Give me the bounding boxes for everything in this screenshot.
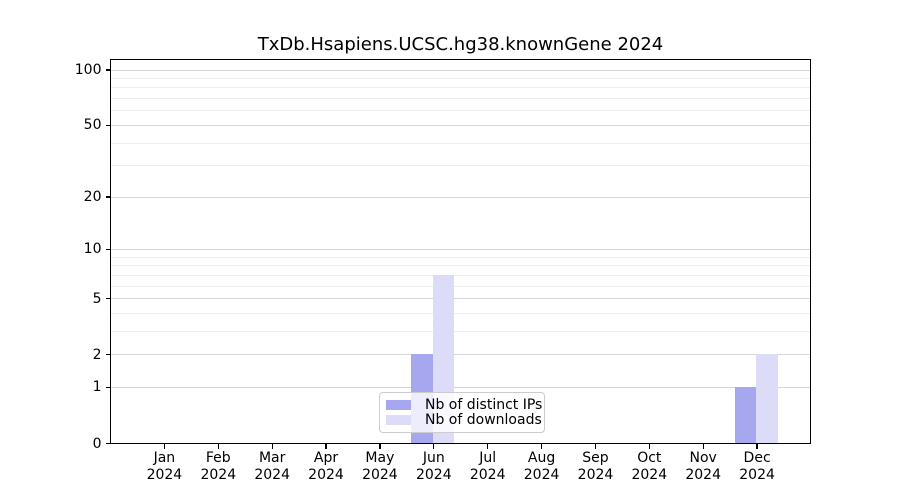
x-axis-month: Jan bbox=[153, 449, 176, 466]
x-axis-year: 2024 bbox=[415, 466, 452, 483]
x-axis-tick bbox=[756, 443, 758, 449]
x-axis-tick-label: Apr 2024 bbox=[294, 450, 358, 484]
gridline-major bbox=[111, 354, 810, 356]
legend-swatch-downloads bbox=[386, 415, 411, 425]
x-axis-year: 2024 bbox=[308, 466, 344, 483]
gridline-minor bbox=[111, 330, 810, 332]
legend-row: Nb of downloads bbox=[386, 413, 542, 427]
x-axis-month: Feb bbox=[205, 449, 231, 466]
gridline-major bbox=[111, 69, 810, 71]
x-axis-month: Nov bbox=[689, 449, 717, 466]
x-axis-year: 2024 bbox=[577, 466, 614, 483]
x-axis-tick-label: Feb 2024 bbox=[186, 450, 250, 484]
plot-area bbox=[110, 59, 811, 444]
x-axis-tick bbox=[594, 443, 597, 449]
legend-swatch-distinct-ips bbox=[386, 400, 411, 410]
x-axis-tick-label: Nov 2024 bbox=[671, 450, 735, 484]
y-axis-tick-label: 5 bbox=[92, 290, 102, 307]
x-axis-tick-label: Oct 2024 bbox=[617, 450, 681, 484]
y-axis-tick-label: 100 bbox=[74, 62, 102, 78]
x-axis-month: Sep bbox=[582, 449, 609, 466]
gridline-minor bbox=[111, 312, 810, 314]
x-axis-year: 2024 bbox=[739, 466, 775, 483]
legend-row: Nb of distinct IPs bbox=[386, 398, 542, 412]
gridline-major bbox=[111, 124, 810, 126]
y-axis-tick-label: 1 bbox=[92, 379, 102, 396]
gridline-minor bbox=[111, 165, 810, 167]
y-axis-tick bbox=[105, 353, 111, 356]
x-axis-month: Jun bbox=[422, 449, 445, 466]
gridline-major bbox=[111, 386, 810, 388]
x-axis-tick bbox=[540, 443, 543, 449]
x-axis-tick-label: Dec 2024 bbox=[725, 450, 789, 484]
gridline-major bbox=[111, 248, 810, 250]
y-axis-tick-label: 2 bbox=[92, 346, 102, 363]
gridline-minor bbox=[111, 87, 810, 89]
bar-distinct-ips bbox=[734, 386, 757, 443]
x-axis-year: 2024 bbox=[362, 466, 398, 483]
gridline-minor bbox=[111, 77, 810, 79]
gridline-minor bbox=[111, 98, 810, 99]
chart-title: TxDb.Hsapiens.UCSC.hg38.knownGene 2024 bbox=[257, 34, 664, 55]
y-axis-tick-label: 50 bbox=[83, 117, 102, 134]
x-axis-tick bbox=[379, 443, 381, 449]
x-axis-tick bbox=[325, 443, 327, 449]
y-axis-tick bbox=[105, 196, 111, 198]
gridline-minor bbox=[111, 285, 810, 287]
x-axis-year: 2024 bbox=[685, 466, 721, 483]
gridline-minor bbox=[111, 274, 810, 276]
gridline-minor bbox=[111, 256, 810, 258]
x-axis-tick-label: Jun 2024 bbox=[402, 450, 466, 484]
x-axis-year: 2024 bbox=[200, 466, 237, 483]
x-axis-tick-label: Sep 2024 bbox=[564, 450, 628, 484]
x-axis-tick bbox=[163, 443, 166, 449]
y-axis-tick-label: 10 bbox=[83, 241, 102, 258]
x-axis-month: Dec bbox=[743, 449, 771, 466]
x-axis-month: Apr bbox=[313, 449, 339, 466]
y-axis-tick bbox=[105, 124, 111, 126]
x-axis-tick bbox=[487, 443, 489, 449]
x-axis-year: 2024 bbox=[631, 466, 668, 483]
y-axis-tick-label: 0 bbox=[92, 435, 102, 452]
x-axis-tick-label: Mar 2024 bbox=[240, 450, 304, 484]
x-axis-month: Oct bbox=[637, 449, 662, 466]
y-axis-tick bbox=[105, 69, 111, 71]
x-axis-tick bbox=[702, 443, 704, 449]
gridline-minor bbox=[111, 110, 810, 112]
x-axis-month: Jul bbox=[479, 449, 497, 466]
x-axis-tick bbox=[217, 443, 219, 449]
gridline-minor bbox=[111, 265, 810, 267]
x-axis-tick-label: Jan 2024 bbox=[132, 450, 196, 484]
x-axis-tick bbox=[271, 443, 273, 449]
x-axis-month: May bbox=[365, 449, 395, 466]
y-axis-tick bbox=[105, 442, 111, 445]
x-axis-tick-label: May 2024 bbox=[348, 450, 412, 484]
legend-label: Nb of distinct IPs bbox=[425, 397, 543, 413]
x-axis-tick bbox=[433, 443, 435, 449]
x-axis-month: Mar bbox=[258, 449, 286, 466]
legend-label: Nb of downloads bbox=[425, 412, 542, 428]
y-axis-tick bbox=[105, 248, 111, 251]
x-axis-year: 2024 bbox=[469, 466, 506, 483]
legend: Nb of distinct IPs Nb of downloads bbox=[379, 392, 545, 433]
y-axis-tick bbox=[105, 386, 111, 389]
x-axis-tick-label: Aug 2024 bbox=[510, 450, 574, 484]
y-axis-tick-label: 20 bbox=[83, 189, 102, 206]
x-axis-month: Aug bbox=[527, 449, 556, 466]
gridline-major bbox=[111, 196, 810, 198]
bar-downloads bbox=[756, 354, 778, 443]
x-axis-year: 2024 bbox=[523, 466, 560, 483]
gridline-minor bbox=[111, 142, 810, 144]
gridline-major bbox=[111, 298, 810, 299]
x-axis-tick-label: Jul 2024 bbox=[456, 450, 520, 484]
x-axis-tick bbox=[648, 443, 650, 449]
x-axis-year: 2024 bbox=[254, 466, 290, 483]
x-axis-year: 2024 bbox=[146, 466, 183, 483]
y-axis-tick bbox=[105, 297, 111, 300]
